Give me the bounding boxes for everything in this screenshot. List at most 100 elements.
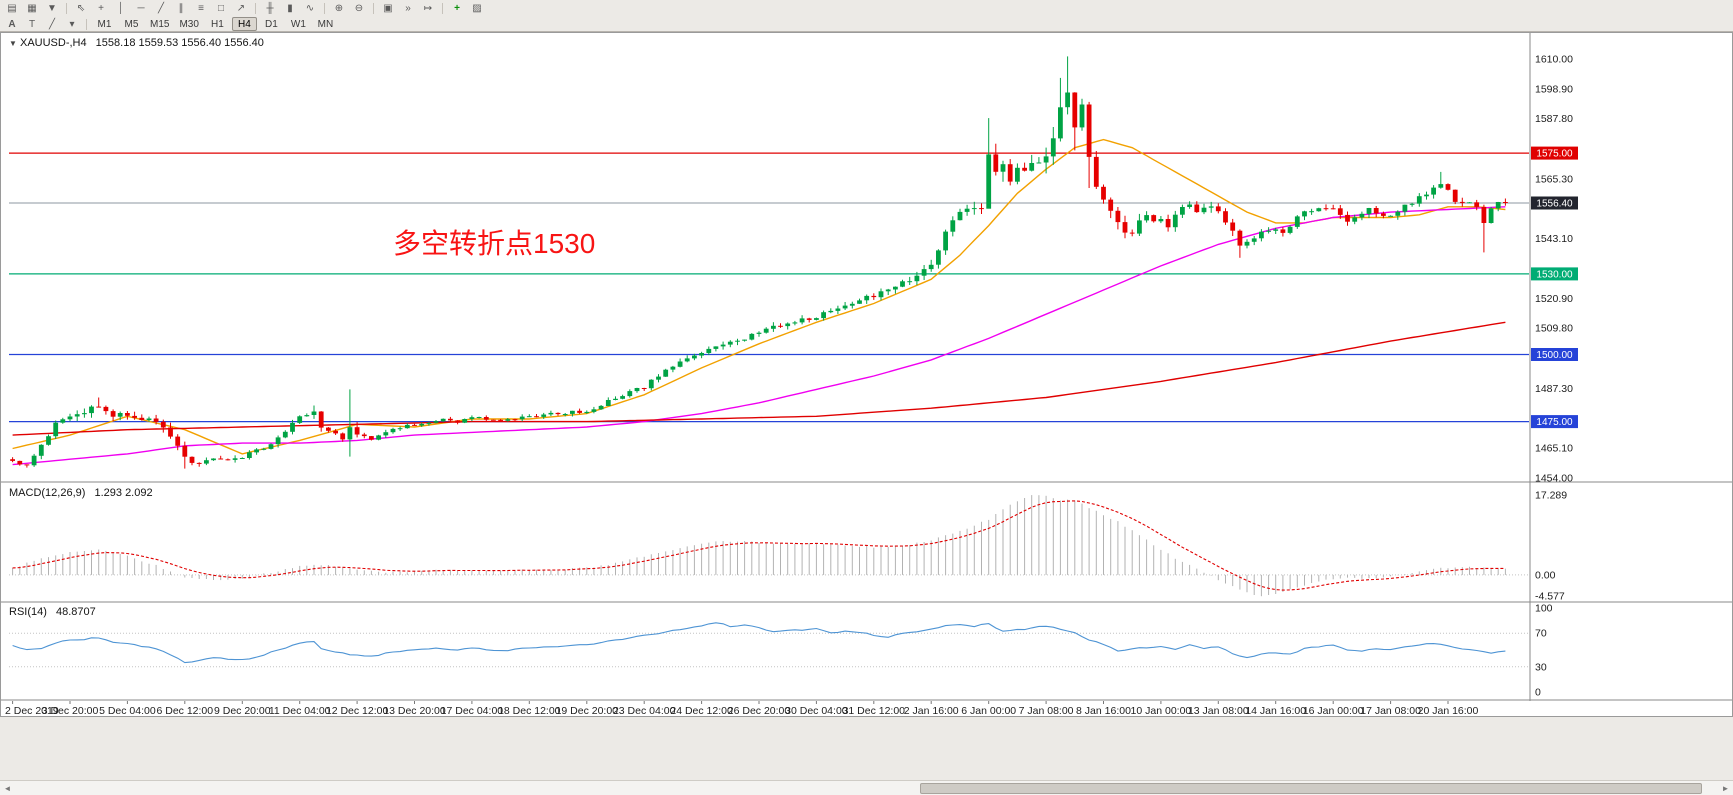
- svg-text:1587.80: 1587.80: [1535, 113, 1573, 125]
- horizontal-line-icon[interactable]: ─: [137, 2, 145, 14]
- bottom-spacer: ◄ ►: [0, 717, 1733, 795]
- svg-text:17 Jan 08:00: 17 Jan 08:00: [1360, 705, 1421, 717]
- svg-text:1475.00: 1475.00: [1536, 417, 1573, 428]
- svg-text:24 Dec 12:00: 24 Dec 12:00: [670, 705, 733, 717]
- timeframe-button-m5[interactable]: M5: [124, 18, 139, 30]
- svg-text:26 Dec 20:00: 26 Dec 20:00: [728, 705, 791, 717]
- toolbar-row-standard: ▤ ▦ ▼ ⇖ + │ ─ ╱ ∥ ≡ □ ↗ ╫ ▮ ∿ ⊕ ⊖ ▣ » ↦ + ▨: [0, 0, 1733, 16]
- timeframe-button-mn[interactable]: MN: [317, 18, 334, 30]
- trendline-icon[interactable]: ╱: [157, 2, 165, 14]
- line-chart-icon[interactable]: ∿: [305, 2, 315, 14]
- macd-panel-canvas[interactable]: 17.289 0.00 -4.577: [1, 483, 1733, 603]
- svg-text:12 Dec 12:00: 12 Dec 12:00: [326, 705, 389, 717]
- svg-text:1610.00: 1610.00: [1535, 54, 1573, 66]
- timeframe-button-m15[interactable]: M15: [150, 18, 170, 30]
- svg-text:1575.00: 1575.00: [1536, 149, 1573, 160]
- zoom-in-icon[interactable]: ⊕: [334, 2, 344, 14]
- svg-text:31 Dec 12:00: 31 Dec 12:00: [843, 705, 906, 717]
- scroll-left-button[interactable]: ◄: [3, 784, 12, 793]
- fibonacci-icon[interactable]: ≡: [198, 2, 204, 14]
- svg-text:1530.00: 1530.00: [1536, 269, 1573, 280]
- macd-values: 1.293 2.092: [94, 487, 153, 499]
- toolbar-separator: [324, 2, 325, 14]
- channel-icon[interactable]: ∥: [178, 2, 184, 14]
- zoom-out-icon[interactable]: ⊖: [354, 2, 364, 14]
- timeframe-button-h1[interactable]: H1: [211, 18, 224, 30]
- chart-window[interactable]: 1610.00 1598.90 1587.80 1565.30 1543.10 1520.…: [0, 32, 1733, 717]
- svg-text:13 Dec 20:00: 13 Dec 20:00: [383, 705, 446, 717]
- svg-text:5 Dec 04:00: 5 Dec 04:00: [99, 705, 156, 717]
- symbol-period-label: XAUUSD-,H4: [19, 37, 87, 49]
- toolbar-row-timeframes: A T ╱ ▾ M1 M5 M15 M30 H1 H4 D1 W1 MN: [0, 16, 1733, 32]
- horizontal-scrollbar[interactable]: ◄ ►: [0, 780, 1733, 795]
- text-label-icon[interactable]: A: [8, 18, 16, 30]
- chart-shift-icon[interactable]: ↦: [423, 2, 433, 14]
- draw-tools-caret-icon[interactable]: ▾: [69, 18, 75, 30]
- svg-text:1509.80: 1509.80: [1535, 323, 1573, 335]
- arrow-tool-icon[interactable]: ↗: [236, 2, 246, 14]
- svg-text:1500.00: 1500.00: [1536, 350, 1573, 361]
- bar-chart-icon[interactable]: ╫: [266, 2, 274, 14]
- toolbar-separator: [442, 2, 443, 14]
- svg-text:2 Jan 16:00: 2 Jan 16:00: [904, 705, 959, 717]
- rsi-panel-canvas[interactable]: 100 70 30 0: [1, 603, 1733, 701]
- timeframe-button-m1[interactable]: M1: [97, 18, 112, 30]
- svg-text:1454.00: 1454.00: [1535, 473, 1573, 484]
- indicators-icon[interactable]: +: [454, 2, 460, 14]
- scroll-right-button[interactable]: ►: [1721, 784, 1730, 793]
- svg-text:17.289: 17.289: [1535, 489, 1567, 501]
- svg-text:70: 70: [1535, 628, 1547, 640]
- svg-text:1598.90: 1598.90: [1535, 83, 1573, 95]
- collapse-triangle-icon[interactable]: ▼: [9, 39, 17, 48]
- main-chart-canvas[interactable]: 1610.00 1598.90 1587.80 1565.30 1543.10 1520.…: [1, 33, 1733, 483]
- svg-text:30 Dec 04:00: 30 Dec 04:00: [785, 705, 848, 717]
- svg-text:13 Jan 08:00: 13 Jan 08:00: [1188, 705, 1249, 717]
- svg-text:11 Dec 04:00: 11 Dec 04:00: [269, 705, 331, 717]
- svg-text:1465.10: 1465.10: [1535, 443, 1573, 455]
- shapes-icon[interactable]: □: [217, 2, 225, 14]
- svg-text:0.00: 0.00: [1535, 569, 1556, 581]
- menu-grid-icon[interactable]: ▤: [7, 2, 17, 14]
- draw-tools-icon[interactable]: ╱: [48, 18, 56, 30]
- svg-text:1520.90: 1520.90: [1535, 293, 1573, 305]
- svg-text:3 Dec 20:00: 3 Dec 20:00: [42, 705, 99, 717]
- svg-text:1543.10: 1543.10: [1535, 233, 1573, 245]
- rsi-name: RSI(14): [9, 606, 47, 618]
- svg-text:9 Dec 20:00: 9 Dec 20:00: [214, 705, 271, 717]
- svg-text:10 Jan 00:00: 10 Jan 00:00: [1131, 705, 1192, 717]
- toolbar-separator: [373, 2, 374, 14]
- macd-name: MACD(12,26,9): [9, 487, 86, 499]
- svg-text:16 Jan 00:00: 16 Jan 00:00: [1303, 705, 1364, 717]
- tile-windows-icon[interactable]: ▣: [383, 2, 393, 14]
- vertical-line-icon[interactable]: │: [117, 2, 125, 14]
- macd-label: MACD(12,26,9) 1.293 2.092: [9, 487, 153, 499]
- rsi-value: 48.8707: [55, 606, 96, 618]
- svg-text:6 Dec 12:00: 6 Dec 12:00: [156, 705, 213, 717]
- timeframe-button-w1[interactable]: W1: [290, 18, 306, 30]
- chart-header: ▼ XAUUSD-,H4 1558.18 1559.53 1556.40 155…: [9, 37, 264, 49]
- svg-text:17 Dec 04:00: 17 Dec 04:00: [441, 705, 504, 717]
- profiles-icon[interactable]: ▼: [47, 2, 57, 14]
- svg-text:0: 0: [1535, 687, 1541, 699]
- svg-text:1556.40: 1556.40: [1536, 199, 1573, 210]
- cursor-icon[interactable]: ⇖: [76, 2, 86, 14]
- timeframe-button-m30[interactable]: M30: [179, 18, 199, 30]
- auto-scroll-icon[interactable]: »: [405, 2, 411, 14]
- svg-text:100: 100: [1535, 603, 1553, 615]
- toolbar-separator: [86, 18, 87, 30]
- svg-text:14 Jan 16:00: 14 Jan 16:00: [1245, 705, 1306, 717]
- timeframe-button-d1[interactable]: D1: [265, 18, 278, 30]
- timeframe-button-h4[interactable]: H4: [231, 17, 257, 31]
- crosshair-icon[interactable]: +: [98, 2, 104, 14]
- svg-text:6 Jan 00:00: 6 Jan 00:00: [961, 705, 1016, 717]
- toolbar-separator: [66, 2, 67, 14]
- scrollbar-thumb[interactable]: [920, 783, 1702, 794]
- toolbar-separator: [255, 2, 256, 14]
- svg-text:18 Dec 12:00: 18 Dec 12:00: [498, 705, 561, 717]
- templates-icon[interactable]: ▨: [472, 2, 482, 14]
- candlestick-chart-icon[interactable]: ▮: [287, 2, 293, 14]
- new-chart-icon[interactable]: ▦: [27, 2, 37, 14]
- chart-annotation-text: 多空转折点1530: [393, 228, 596, 259]
- text-tool-icon[interactable]: T: [28, 18, 36, 30]
